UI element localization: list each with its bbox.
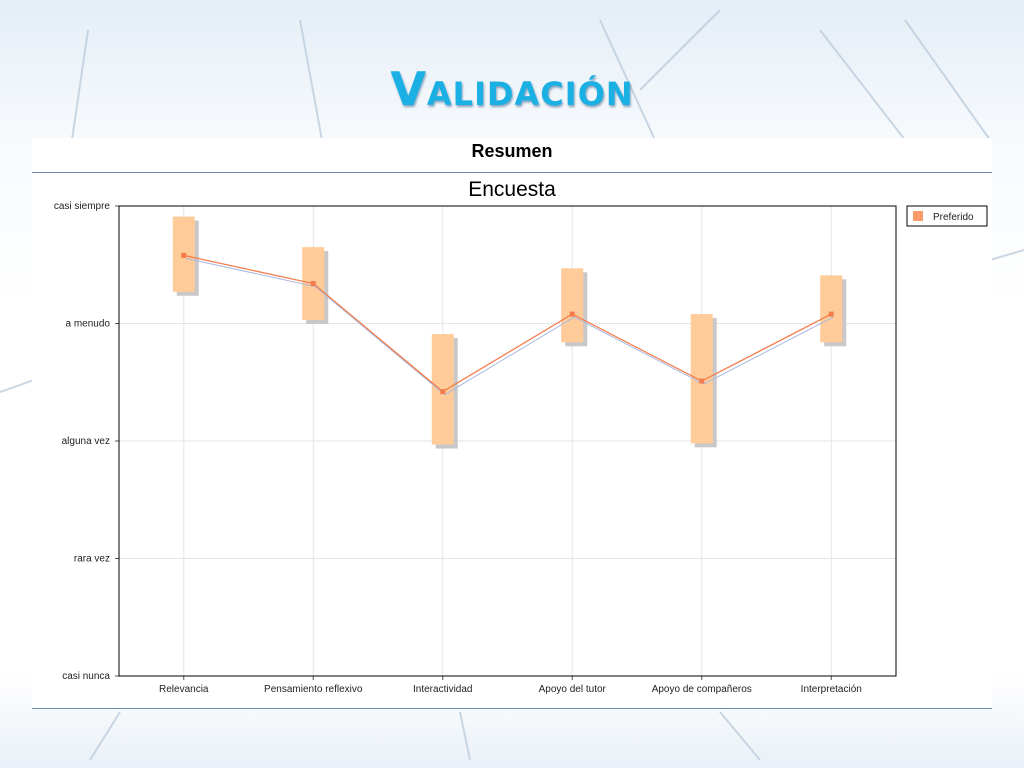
- box: [561, 268, 584, 343]
- box-chart: casi nunca rara vez alguna vez a menudo casi…: [54, 201, 988, 695]
- x-tick-label: Apoyo del tutor: [539, 684, 607, 695]
- x-tick-label: Pensamiento reflexivo: [264, 684, 363, 695]
- box: [820, 275, 843, 343]
- chart-panel: Resumen Encuesta casi nunca rara vez algun…: [32, 138, 992, 710]
- data-point: [310, 281, 316, 287]
- bottom-divider: [32, 708, 992, 709]
- plot-border: [118, 205, 897, 677]
- legend-swatch: [913, 211, 923, 221]
- x-tick-label: Interpretación: [801, 684, 862, 695]
- y-tick-label: casi nunca: [62, 671, 110, 682]
- legend-box: [906, 205, 988, 227]
- series-line: [183, 254, 832, 393]
- y-tick-label: casi siempre: [54, 201, 111, 212]
- top-divider: [32, 172, 992, 173]
- x-tick-label: Relevancia: [159, 684, 209, 695]
- series-shadow-line: [185, 257, 834, 396]
- x-tick-label: Interactividad: [413, 684, 472, 695]
- y-tick-label: rara vez: [74, 554, 110, 565]
- data-point: [569, 311, 575, 317]
- y-tick-label: alguna vez: [62, 436, 110, 447]
- legend-label: Preferido: [933, 212, 974, 223]
- data-point: [828, 311, 834, 317]
- panel-heading: Resumen: [471, 141, 553, 161]
- chart-title: Encuesta: [468, 178, 556, 201]
- slide-title: Validación: [390, 62, 634, 116]
- data-point: [181, 252, 187, 258]
- x-tick-label: Apoyo de compañeros: [652, 684, 752, 695]
- y-tick-label: a menudo: [66, 319, 111, 330]
- data-point: [699, 378, 705, 384]
- data-point: [440, 389, 446, 395]
